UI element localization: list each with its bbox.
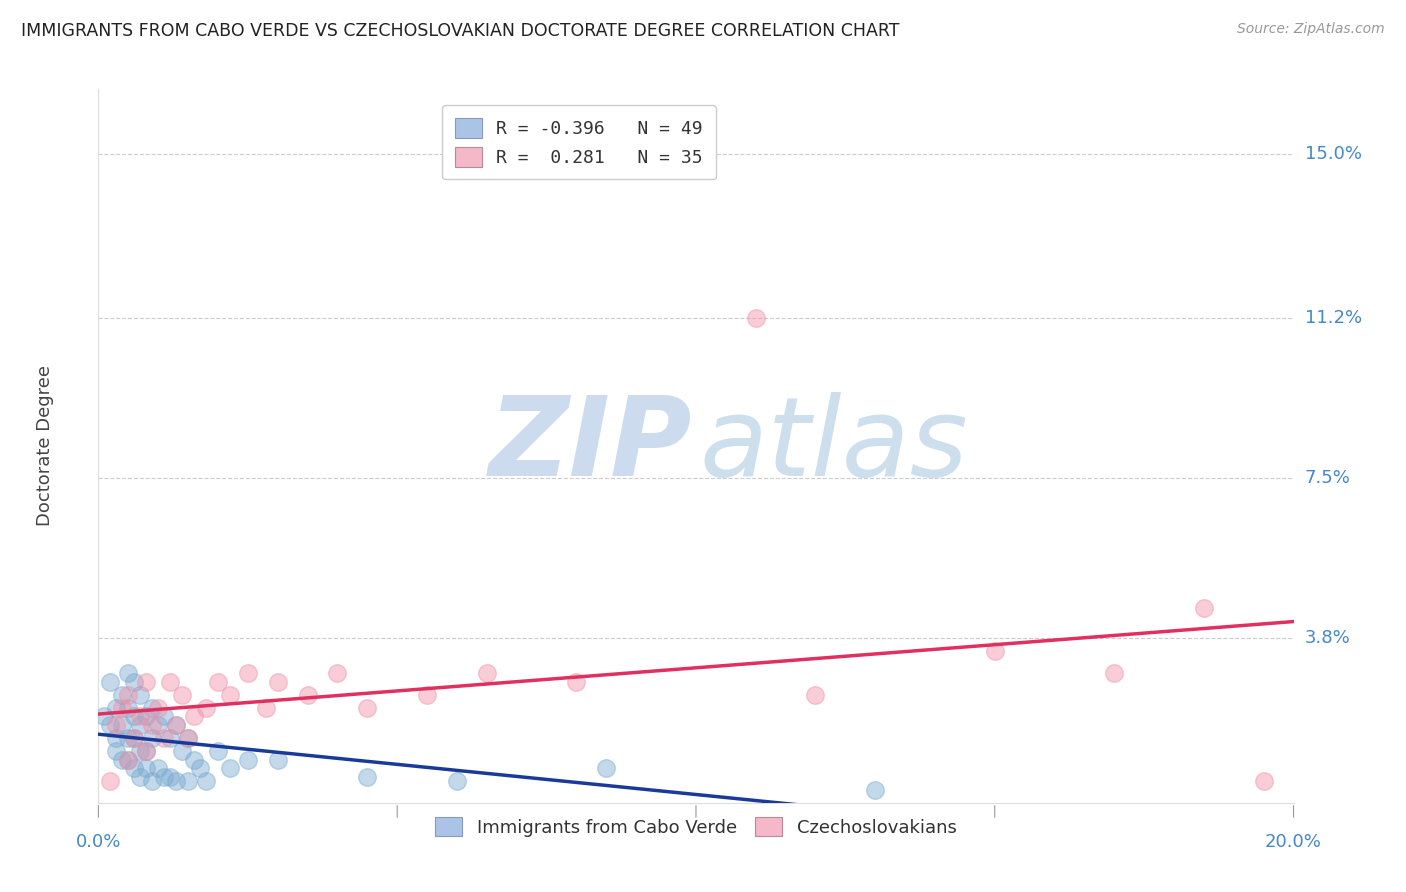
Point bbox=[111, 718, 134, 732]
Point bbox=[159, 770, 181, 784]
Point bbox=[1192, 601, 1215, 615]
Point bbox=[188, 761, 211, 775]
Point bbox=[105, 700, 128, 714]
Point bbox=[148, 718, 170, 732]
Point bbox=[207, 674, 229, 689]
Point bbox=[475, 666, 498, 681]
Point bbox=[177, 731, 200, 745]
Point bbox=[129, 718, 152, 732]
Point bbox=[236, 666, 259, 681]
Point bbox=[219, 688, 242, 702]
Point bbox=[153, 731, 176, 745]
Point bbox=[207, 744, 229, 758]
Point bbox=[98, 718, 122, 732]
Point bbox=[141, 700, 163, 714]
Point bbox=[124, 731, 146, 745]
Text: 7.5%: 7.5% bbox=[1305, 469, 1351, 487]
Point bbox=[804, 688, 827, 702]
Point bbox=[141, 718, 163, 732]
Text: 15.0%: 15.0% bbox=[1305, 145, 1361, 163]
Point bbox=[183, 753, 205, 767]
Point bbox=[124, 674, 146, 689]
Point bbox=[98, 674, 122, 689]
Text: 11.2%: 11.2% bbox=[1305, 310, 1362, 327]
Point bbox=[129, 744, 152, 758]
Point bbox=[135, 744, 157, 758]
Point bbox=[565, 674, 588, 689]
Point bbox=[111, 700, 134, 714]
Point bbox=[254, 700, 277, 714]
Point bbox=[183, 709, 205, 723]
Point bbox=[111, 753, 134, 767]
Point bbox=[177, 774, 200, 789]
Point bbox=[98, 774, 122, 789]
Text: ZIP: ZIP bbox=[489, 392, 692, 500]
Point bbox=[105, 731, 128, 745]
Point bbox=[111, 688, 134, 702]
Point bbox=[267, 674, 290, 689]
Point bbox=[141, 731, 163, 745]
Point bbox=[129, 770, 152, 784]
Point bbox=[745, 311, 768, 326]
Point bbox=[117, 700, 139, 714]
Point bbox=[195, 774, 218, 789]
Point bbox=[326, 666, 349, 681]
Point bbox=[446, 774, 468, 789]
Point bbox=[159, 731, 181, 745]
Point bbox=[117, 753, 139, 767]
Point bbox=[159, 674, 181, 689]
Point bbox=[117, 688, 139, 702]
Point bbox=[356, 770, 378, 784]
Point bbox=[165, 718, 187, 732]
Point bbox=[165, 774, 187, 789]
Point bbox=[172, 688, 194, 702]
Text: IMMIGRANTS FROM CABO VERDE VS CZECHOSLOVAKIAN DOCTORATE DEGREE CORRELATION CHART: IMMIGRANTS FROM CABO VERDE VS CZECHOSLOV… bbox=[21, 22, 900, 40]
Point bbox=[153, 709, 176, 723]
Point bbox=[416, 688, 439, 702]
Point bbox=[124, 709, 146, 723]
Text: 20.0%: 20.0% bbox=[1265, 833, 1322, 851]
Point bbox=[148, 700, 170, 714]
Point bbox=[195, 700, 218, 714]
Point bbox=[129, 709, 152, 723]
Point bbox=[135, 744, 157, 758]
Text: 3.8%: 3.8% bbox=[1305, 630, 1350, 648]
Text: Source: ZipAtlas.com: Source: ZipAtlas.com bbox=[1237, 22, 1385, 37]
Point bbox=[129, 688, 152, 702]
Point bbox=[153, 770, 176, 784]
Point bbox=[93, 709, 115, 723]
Point bbox=[865, 782, 887, 797]
Point bbox=[356, 700, 378, 714]
Point bbox=[177, 731, 200, 745]
Point bbox=[105, 718, 128, 732]
Point bbox=[236, 753, 259, 767]
Point bbox=[117, 753, 139, 767]
Point bbox=[135, 761, 157, 775]
Point bbox=[267, 753, 290, 767]
Point bbox=[117, 666, 139, 681]
Point bbox=[172, 744, 194, 758]
Legend: Immigrants from Cabo Verde, Czechoslovakians: Immigrants from Cabo Verde, Czechoslovak… bbox=[429, 809, 963, 844]
Text: atlas: atlas bbox=[700, 392, 969, 500]
Text: Doctorate Degree: Doctorate Degree bbox=[35, 366, 53, 526]
Point bbox=[984, 644, 1007, 658]
Point bbox=[148, 761, 170, 775]
Point bbox=[105, 744, 128, 758]
Point bbox=[219, 761, 242, 775]
Point bbox=[1104, 666, 1126, 681]
Point bbox=[124, 731, 146, 745]
Point bbox=[595, 761, 617, 775]
Point bbox=[124, 761, 146, 775]
Point bbox=[297, 688, 319, 702]
Point bbox=[117, 731, 139, 745]
Point bbox=[1253, 774, 1275, 789]
Point bbox=[135, 709, 157, 723]
Text: 0.0%: 0.0% bbox=[76, 833, 121, 851]
Point bbox=[165, 718, 187, 732]
Point bbox=[141, 774, 163, 789]
Point bbox=[135, 674, 157, 689]
